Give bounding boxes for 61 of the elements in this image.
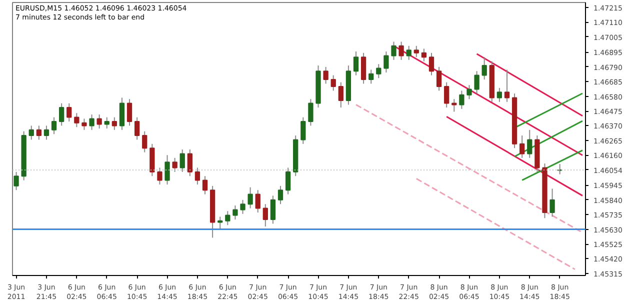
candlestick — [300, 116, 306, 144]
candlestick — [218, 216, 223, 230]
candlestick — [187, 149, 192, 177]
candlestick — [360, 52, 366, 84]
candlestick — [466, 84, 472, 100]
candlestick — [323, 66, 328, 84]
candlestick — [285, 167, 291, 195]
candlestick — [376, 64, 382, 79]
candlestick — [225, 210, 230, 226]
candlestick — [180, 149, 185, 172]
candlestick — [96, 114, 102, 129]
candlestick — [248, 186, 253, 209]
candlestick — [232, 205, 238, 220]
candlestick — [194, 167, 200, 185]
candlestick — [142, 130, 148, 153]
candlestick — [164, 154, 170, 185]
candlestick — [398, 41, 404, 60]
candlestick — [82, 118, 87, 130]
candlestick — [482, 56, 487, 80]
candlestick — [202, 176, 208, 195]
candlestick — [134, 116, 140, 140]
candlestick — [421, 48, 427, 62]
candlestick — [474, 70, 480, 94]
candlestick — [58, 102, 64, 126]
candlestick — [126, 98, 132, 126]
candlestick — [278, 185, 284, 205]
candlestick — [44, 125, 50, 140]
candlestick — [255, 190, 260, 213]
candlestick — [384, 51, 389, 73]
candlestick — [89, 114, 94, 130]
candlestick — [112, 116, 117, 130]
candlestick — [368, 69, 374, 84]
candlestick — [74, 112, 80, 128]
candlestick — [28, 125, 34, 140]
candlestick — [436, 66, 442, 92]
candlestick — [527, 129, 532, 158]
candlestick — [496, 87, 502, 102]
candlestick — [550, 188, 555, 218]
candlestick — [150, 143, 155, 177]
candlestick — [262, 204, 268, 227]
candlestick — [104, 116, 110, 129]
candlestick — [338, 82, 344, 108]
candlestick — [308, 98, 314, 126]
candlestick — [520, 135, 525, 158]
candlestick — [353, 51, 359, 76]
candlestick — [119, 97, 125, 130]
candlestick — [36, 125, 42, 140]
candlestick — [66, 102, 72, 122]
candlestick — [240, 199, 246, 214]
candlestick — [414, 45, 419, 58]
candlestick — [270, 195, 276, 224]
candlestick — [172, 157, 178, 172]
candlestick — [406, 45, 412, 60]
candlestick — [157, 167, 162, 185]
candlestick — [391, 41, 396, 60]
candlestick — [504, 69, 510, 102]
candlestick — [330, 74, 336, 92]
candlestick — [459, 90, 464, 110]
candlestick — [51, 116, 57, 135]
candlestick — [444, 82, 450, 108]
candlestick — [428, 52, 434, 76]
